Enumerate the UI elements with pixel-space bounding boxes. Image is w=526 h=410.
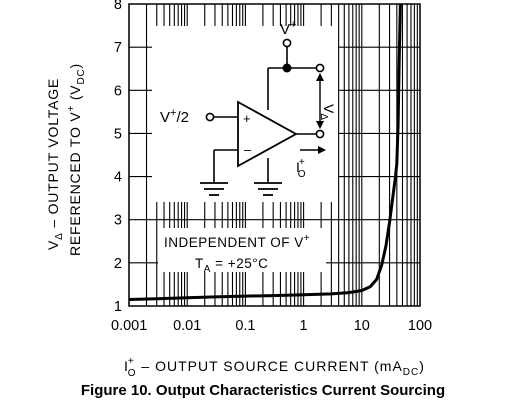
x-tick-label: 1	[300, 318, 308, 334]
inset-vplus-terminal	[282, 38, 292, 48]
figure-caption: Figure 10. Output Characteristics Curren…	[80, 382, 446, 399]
y-tick-label: 7	[114, 40, 122, 56]
inset-vplus-half-terminal	[205, 112, 215, 122]
inset-minus-sign: –	[244, 142, 252, 157]
y-tick-label: 2	[114, 256, 122, 272]
x-tick-label: 100	[408, 318, 432, 334]
y-tick-labels: 1 2 3 4 5 6 7 8	[114, 0, 122, 315]
inset-io-label: I+ O	[296, 157, 306, 180]
inset-vplus-half-label: V+/2	[160, 107, 189, 126]
y-tick-label: 1	[114, 299, 122, 315]
y-axis-label-line-2: REFERENCED TO V+ (VDC)	[66, 63, 87, 256]
inset-vdelta-label: VΔ	[318, 104, 337, 120]
annotation-background	[158, 228, 326, 272]
plot-frame	[128, 3, 421, 307]
x-tick-label: 10	[354, 318, 370, 334]
annotation-line-2: TA = +25°C	[195, 256, 268, 275]
y-tick-label: 4	[114, 170, 122, 186]
annotation-line-1: INDEPENDENT OF V+	[164, 233, 310, 250]
inset-plus-sign: +	[243, 111, 251, 126]
inset-vdelta-arrow-down-icon	[316, 121, 324, 129]
y-tick-label: 3	[114, 213, 122, 229]
y-tick-label: 6	[114, 83, 122, 99]
series-line	[128, 3, 402, 301]
x-axis-label: I+ O – OUTPUT SOURCE CURRENT (mADC)	[124, 356, 425, 379]
inset-vdelta-arrow-up-icon	[316, 73, 324, 81]
inset-io-arrow-icon	[318, 146, 326, 154]
x-tick-label: 0.001	[111, 318, 147, 334]
inset-ground-left-icon	[200, 182, 228, 196]
x-tick-label: 0.01	[173, 318, 201, 334]
inset-vdelta-top-terminal	[315, 63, 325, 73]
chart-figure: V+ V+/2 + –	[45, 0, 432, 379]
y-tick-label: 5	[114, 126, 122, 142]
conditions-annotation: INDEPENDENT OF V+ TA = +25°C	[158, 228, 326, 275]
inset-vplus-top-label: V+	[280, 19, 296, 38]
op-amp-test-circuit-inset: V+ V+/2 + –	[152, 19, 338, 202]
inset-ground-right-icon	[254, 182, 282, 196]
inset-vdelta-bottom-terminal	[315, 129, 325, 139]
x-tick-label: 0.1	[235, 318, 255, 334]
y-axis-label-line-1: VΔ – OUTPUT VOLTAGE	[45, 78, 65, 250]
y-tick-label: 8	[114, 0, 122, 13]
inset-op-amp-symbol	[237, 100, 298, 168]
x-tick-labels: 0.001 0.01 0.1 1 10 100	[111, 318, 432, 334]
